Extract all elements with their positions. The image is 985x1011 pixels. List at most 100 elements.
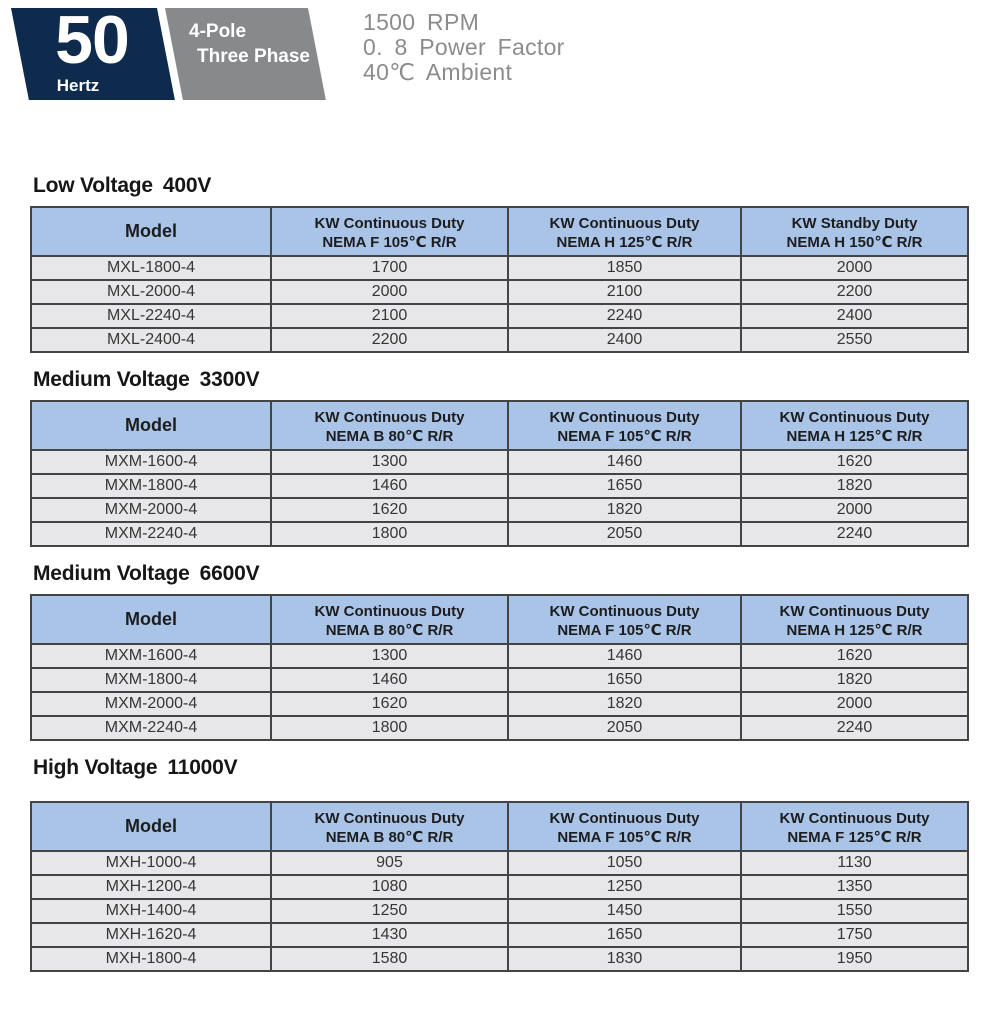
table-row: MXH-1000-4 905 1050 1130 — [30, 850, 969, 876]
kw-duty-column-header: KW Continuous Duty NEMA B 80℃ R/R — [270, 400, 509, 451]
kw-value-cell: 2240 — [740, 715, 969, 741]
kw-duty-column-header: KW Continuous Duty NEMA F 105℃ R/R — [507, 801, 742, 852]
kw-value-cell: 1800 — [270, 715, 509, 741]
kw-value-cell: 2100 — [507, 279, 742, 305]
spec-table-medium-voltage-3300: Model KW Continuous Duty NEMA B 80℃ R/R KW … — [30, 400, 969, 547]
section-title: High Voltage 11000V — [33, 756, 985, 780]
section-voltage-label: 3300V — [199, 368, 260, 391]
kw-value-cell: 2000 — [740, 497, 969, 523]
table-row: MXL-2000-4 2000 2100 2200 — [30, 279, 969, 305]
kw-value-cell: 1450 — [507, 898, 742, 924]
spec-ambient: 40℃ Ambient — [363, 59, 513, 85]
section-voltage-label: 6600V — [199, 562, 260, 585]
kw-value-cell: 1460 — [270, 667, 509, 693]
model-cell: MXM-2000-4 — [30, 691, 272, 717]
kw-value-cell: 1650 — [507, 922, 742, 948]
table-row: MXM-1800-4 1460 1650 1820 — [30, 667, 969, 693]
kw-value-cell: 2000 — [270, 279, 509, 305]
kw-duty-column-header: KW Continuous Duty NEMA F 105℃ R/R — [507, 400, 742, 451]
section-title-label: Medium Voltage — [33, 368, 190, 391]
kw-duty-column-header: KW Continuous Duty NEMA B 80℃ R/R — [270, 801, 509, 852]
kw-value-cell: 905 — [270, 850, 509, 876]
spec-power-factor: 0. 8 Power Factor — [363, 34, 565, 60]
tables-area: Low Voltage 400V Model KW Continuous Duty N… — [0, 100, 985, 972]
kw-value-cell: 1820 — [740, 473, 969, 499]
table-row: MXH-1800-4 1580 1830 1950 — [30, 946, 969, 972]
kw-value-cell: 1300 — [270, 449, 509, 475]
kw-value-cell: 1050 — [507, 850, 742, 876]
kw-value-cell: 1580 — [270, 946, 509, 972]
table-row: MXM-2000-4 1620 1820 2000 — [30, 691, 969, 717]
kw-value-cell: 2400 — [740, 303, 969, 329]
kw-value-cell: 1460 — [507, 643, 742, 669]
model-cell: MXL-2240-4 — [30, 303, 272, 329]
section-low-voltage-400v: Low Voltage 400V Model KW Continuous Duty N… — [0, 174, 985, 353]
section-medium-voltage-6600v: Medium Voltage 6600V Model KW Continuous D… — [0, 562, 985, 741]
kw-value-cell: 1820 — [507, 691, 742, 717]
kw-value-cell: 2050 — [507, 715, 742, 741]
table-row: MXL-2400-4 2200 2400 2550 — [30, 327, 969, 353]
model-cell: MXM-1800-4 — [30, 473, 272, 499]
kw-duty-column-header: KW Continuous Duty NEMA F 105℃ R/R — [270, 206, 509, 257]
model-cell: MXL-2000-4 — [30, 279, 272, 305]
kw-value-cell: 2550 — [740, 327, 969, 353]
section-title-label: Medium Voltage — [33, 562, 190, 585]
model-cell: MXH-1400-4 — [30, 898, 272, 924]
model-cell: MXM-1600-4 — [30, 643, 272, 669]
table-row: MXM-2000-4 1620 1820 2000 — [30, 497, 969, 523]
kw-duty-column-header: KW Continuous Duty NEMA F 125℃ R/R — [740, 801, 969, 852]
kw-value-cell: 1430 — [270, 922, 509, 948]
header-row: Model KW Continuous Duty NEMA F 105℃ R/R KW… — [30, 206, 969, 257]
kw-duty-column-header: KW Continuous Duty NEMA B 80℃ R/R — [270, 594, 509, 645]
section-title: Medium Voltage 6600V — [33, 562, 985, 586]
model-column-header: Model — [30, 206, 272, 257]
model-cell: MXL-2400-4 — [30, 327, 272, 353]
spec-table-medium-voltage-6600: Model KW Continuous Duty NEMA B 80℃ R/R KW … — [30, 594, 969, 741]
model-cell: MXH-1200-4 — [30, 874, 272, 900]
hertz-value: 50 — [55, 2, 130, 78]
model-cell: MXH-1000-4 — [30, 850, 272, 876]
model-cell: MXM-1600-4 — [30, 449, 272, 475]
model-column-header: Model — [30, 594, 272, 645]
kw-value-cell: 1830 — [507, 946, 742, 972]
table-row: MXL-1800-4 1700 1850 2000 — [30, 255, 969, 281]
kw-value-cell: 1650 — [507, 473, 742, 499]
section-voltage-label: 11000V — [167, 756, 238, 779]
kw-value-cell: 2100 — [270, 303, 509, 329]
section-title: Low Voltage 400V — [33, 174, 985, 198]
kw-value-cell: 1460 — [507, 449, 742, 475]
kw-value-cell: 2000 — [740, 691, 969, 717]
table-row: MXM-1600-4 1300 1460 1620 — [30, 449, 969, 475]
kw-value-cell: 1620 — [270, 691, 509, 717]
kw-value-cell: 2240 — [740, 521, 969, 547]
table-row: MXM-1800-4 1460 1650 1820 — [30, 473, 969, 499]
table-row: MXM-1600-4 1300 1460 1620 — [30, 643, 969, 669]
spec-table-low-voltage: Model KW Continuous Duty NEMA F 105℃ R/R KW… — [30, 206, 969, 353]
model-column-header: Model — [30, 801, 272, 852]
model-cell: MXH-1620-4 — [30, 922, 272, 948]
table-row: MXH-1620-4 1430 1650 1750 — [30, 922, 969, 948]
kw-value-cell: 1850 — [507, 255, 742, 281]
kw-value-cell: 1130 — [740, 850, 969, 876]
spec-table-high-voltage: Model KW Continuous Duty NEMA B 80℃ R/R KW … — [30, 801, 969, 972]
model-cell: MXM-2000-4 — [30, 497, 272, 523]
section-voltage-label: 400V — [162, 174, 212, 197]
model-cell: MXM-2240-4 — [30, 715, 272, 741]
table-row: MXM-2240-4 1800 2050 2240 — [30, 715, 969, 741]
spec-rpm: 1500 RPM — [363, 9, 480, 35]
kw-duty-column-header: KW Continuous Duty NEMA H 125℃ R/R — [507, 206, 742, 257]
model-cell: MXH-1800-4 — [30, 946, 272, 972]
kw-value-cell: 1750 — [740, 922, 969, 948]
spec-list: 1500 RPM 0. 8 Power Factor 40℃ Ambient — [363, 10, 565, 85]
kw-value-cell: 1550 — [740, 898, 969, 924]
section-title-label: High Voltage — [33, 756, 158, 779]
kw-value-cell: 1650 — [507, 667, 742, 693]
phase-label: Three Phase — [197, 46, 310, 67]
section-medium-voltage-3300v: Medium Voltage 3300V Model KW Continuous D… — [0, 368, 985, 547]
kw-value-cell: 1800 — [270, 521, 509, 547]
kw-value-cell: 1700 — [270, 255, 509, 281]
pole-label: 4-Pole — [189, 21, 247, 42]
kw-value-cell: 1300 — [270, 643, 509, 669]
rating-banner: 50 Hertz 4-Pole Three Phase 1500 RPM 0. … — [0, 0, 985, 100]
section-title: Medium Voltage 3300V — [33, 368, 985, 392]
